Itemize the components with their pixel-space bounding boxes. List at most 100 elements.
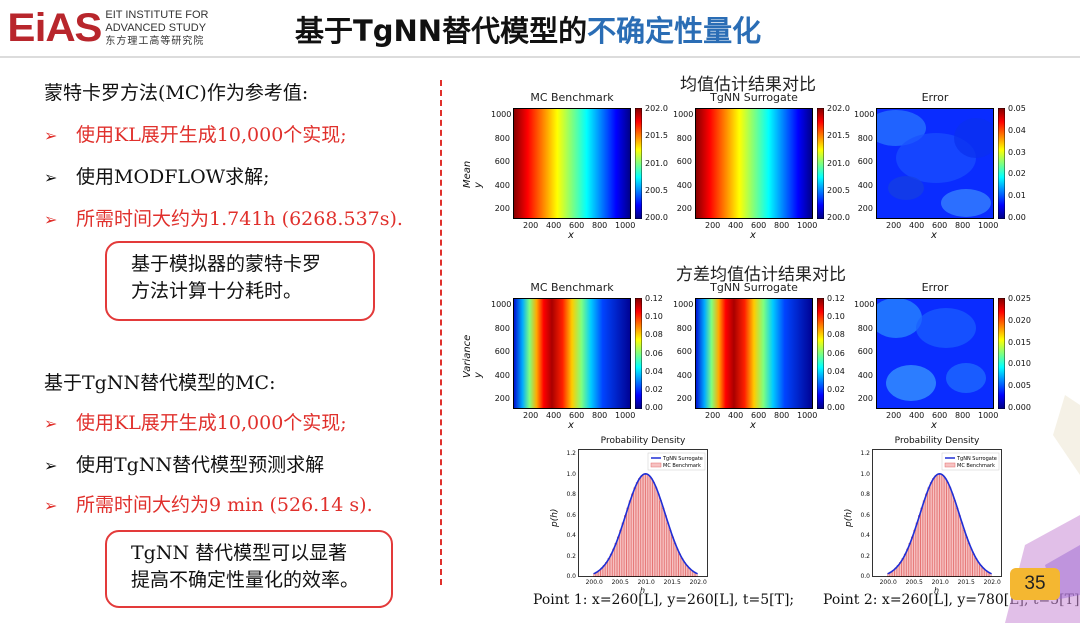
y-tick-label: 1000 <box>854 110 875 119</box>
histogram-bar <box>650 478 653 577</box>
x-axis-label: x <box>750 420 756 431</box>
y-tick-label: 1000 <box>491 300 512 309</box>
legend-entry: TgNN Surrogate <box>956 456 997 462</box>
title-main: 基于TgNN替代模型的 <box>295 14 588 48</box>
y-tick-label: 600 <box>676 347 692 356</box>
density-y-tick: 1.2 <box>566 450 576 458</box>
tgnn-item-text: 所需时间大约为9 min (526.14 s). <box>76 494 373 516</box>
histogram-bar <box>953 500 956 577</box>
histogram-bar <box>955 507 959 577</box>
density-x-tick: 200.5 <box>905 579 923 586</box>
histogram-bar <box>970 548 973 577</box>
x-tick-label: 200 <box>523 411 539 420</box>
x-tick-label: 800 <box>774 411 790 420</box>
density-x-label: h <box>934 586 940 595</box>
logo-letter: A <box>45 6 75 50</box>
histogram-bar <box>659 500 662 577</box>
colorbar-tick: 0.02 <box>1008 169 1026 179</box>
density-x-tick: 200.5 <box>611 579 629 586</box>
colorbar <box>635 108 642 219</box>
density-y-tick: 1.0 <box>860 470 870 478</box>
histogram-bar <box>657 493 660 577</box>
tgnn-item: ➢ 所需时间大约为9 min (526.14 s). <box>44 490 373 517</box>
colorbar-tick: 0.000 <box>1008 403 1031 412</box>
histogram-bar <box>934 475 938 577</box>
heatmap-error1 <box>876 108 994 219</box>
histogram-bar <box>671 536 674 577</box>
colorbar-tick: 202.0 <box>827 104 850 113</box>
colorbar <box>817 108 824 219</box>
density-x-tick: 201.5 <box>957 579 975 586</box>
y-tick-label: 1000 <box>673 110 694 119</box>
y-tick-label: 200 <box>494 394 510 403</box>
var-section-title: 方差均值估计结果对比 <box>676 265 846 285</box>
bullet-arrow-icon: ➢ <box>44 168 58 187</box>
histogram-bar <box>936 473 940 577</box>
colorbar-tick: 200.5 <box>645 185 668 195</box>
bullet-arrow-icon: ➢ <box>44 414 58 433</box>
row-label-main: Mean <box>462 160 473 188</box>
histogram-bar <box>929 482 933 577</box>
histogram-bar <box>619 529 622 577</box>
mc-item-text: 所需时间大约为1.741h (6268.537s). <box>76 208 403 230</box>
histogram-bar <box>925 493 928 577</box>
heatmap-title: Error <box>921 281 949 294</box>
histogram-bar <box>642 473 646 577</box>
mc-item: ➢ 使用KL展开生成10,000个实现; <box>44 120 347 147</box>
x-tick-label: 400 <box>546 221 562 230</box>
tgnn-item-text: 使用KL展开生成10,000个实现; <box>76 412 347 434</box>
y-tick-label: 800 <box>676 323 692 333</box>
colorbar-tick: 0.02 <box>645 384 663 394</box>
density-y-tick: 0.0 <box>860 573 870 580</box>
histogram-bar <box>638 478 641 577</box>
histogram-bar <box>678 553 681 577</box>
x-tick-label: 400 <box>728 221 744 230</box>
x-tick-label: 400 <box>546 411 562 420</box>
x-tick-label: 400 <box>728 411 744 420</box>
histogram-bar <box>967 543 971 577</box>
colorbar-tick: 0.06 <box>827 348 845 358</box>
density-curve <box>887 472 992 575</box>
density-y-tick: 1.2 <box>860 450 870 458</box>
histogram-bar <box>951 493 954 577</box>
histogram-bar <box>652 482 655 577</box>
y-tick-label: 400 <box>494 370 510 380</box>
tgnn-callout-line: 提高不确定性量化的效率。 <box>131 569 360 591</box>
y-tick-label: 800 <box>676 133 692 143</box>
tgnn-callout-line: TgNN 替代模型可以显著 <box>131 542 348 564</box>
histogram-bar <box>965 536 968 577</box>
colorbar-tick: 0.020 <box>1008 315 1031 325</box>
colorbar-tick: 0.06 <box>645 348 663 358</box>
density-title: Probability Density <box>600 436 686 446</box>
x-tick-label: 200 <box>886 221 902 230</box>
x-axis-label: x <box>931 420 937 431</box>
density-y-tick: 1.0 <box>566 470 576 478</box>
y-tick-label: 400 <box>676 370 692 380</box>
density-x-tick: 202.0 <box>689 579 707 586</box>
colorbar-tick: 0.08 <box>645 330 663 340</box>
logo-line-3: 东方理工高等研究院 <box>105 35 205 47</box>
x-tick-label: 600 <box>751 221 767 230</box>
density-x-tick: 200.0 <box>585 579 603 586</box>
y-tick-label: 1000 <box>673 300 694 309</box>
x-tick-label: 200 <box>886 411 902 420</box>
colorbar-tick: 0.00 <box>1008 213 1026 222</box>
histogram-bar <box>614 543 618 577</box>
histogram-bar <box>661 507 665 577</box>
histogram-bar <box>913 529 916 577</box>
logo-line-2: ADVANCED STUDY <box>105 21 207 34</box>
density-y-tick: 0.2 <box>566 552 576 560</box>
histogram-bar <box>631 493 634 577</box>
heatmap-title: MC Benchmark <box>530 281 614 294</box>
x-tick-label: 600 <box>932 221 948 230</box>
logo-text: EIT INSTITUTE FOR ADVANCED STUDY 东方理工高等研… <box>105 9 208 48</box>
histogram-bar <box>683 562 686 577</box>
colorbar <box>635 298 642 409</box>
histogram-bar <box>654 487 658 577</box>
density-x-tick: 201.0 <box>637 579 655 586</box>
y-tick-label: 200 <box>676 394 692 403</box>
histogram-bar <box>640 475 644 577</box>
tgnn-heading: 基于TgNN替代模型的MC: <box>44 372 276 394</box>
